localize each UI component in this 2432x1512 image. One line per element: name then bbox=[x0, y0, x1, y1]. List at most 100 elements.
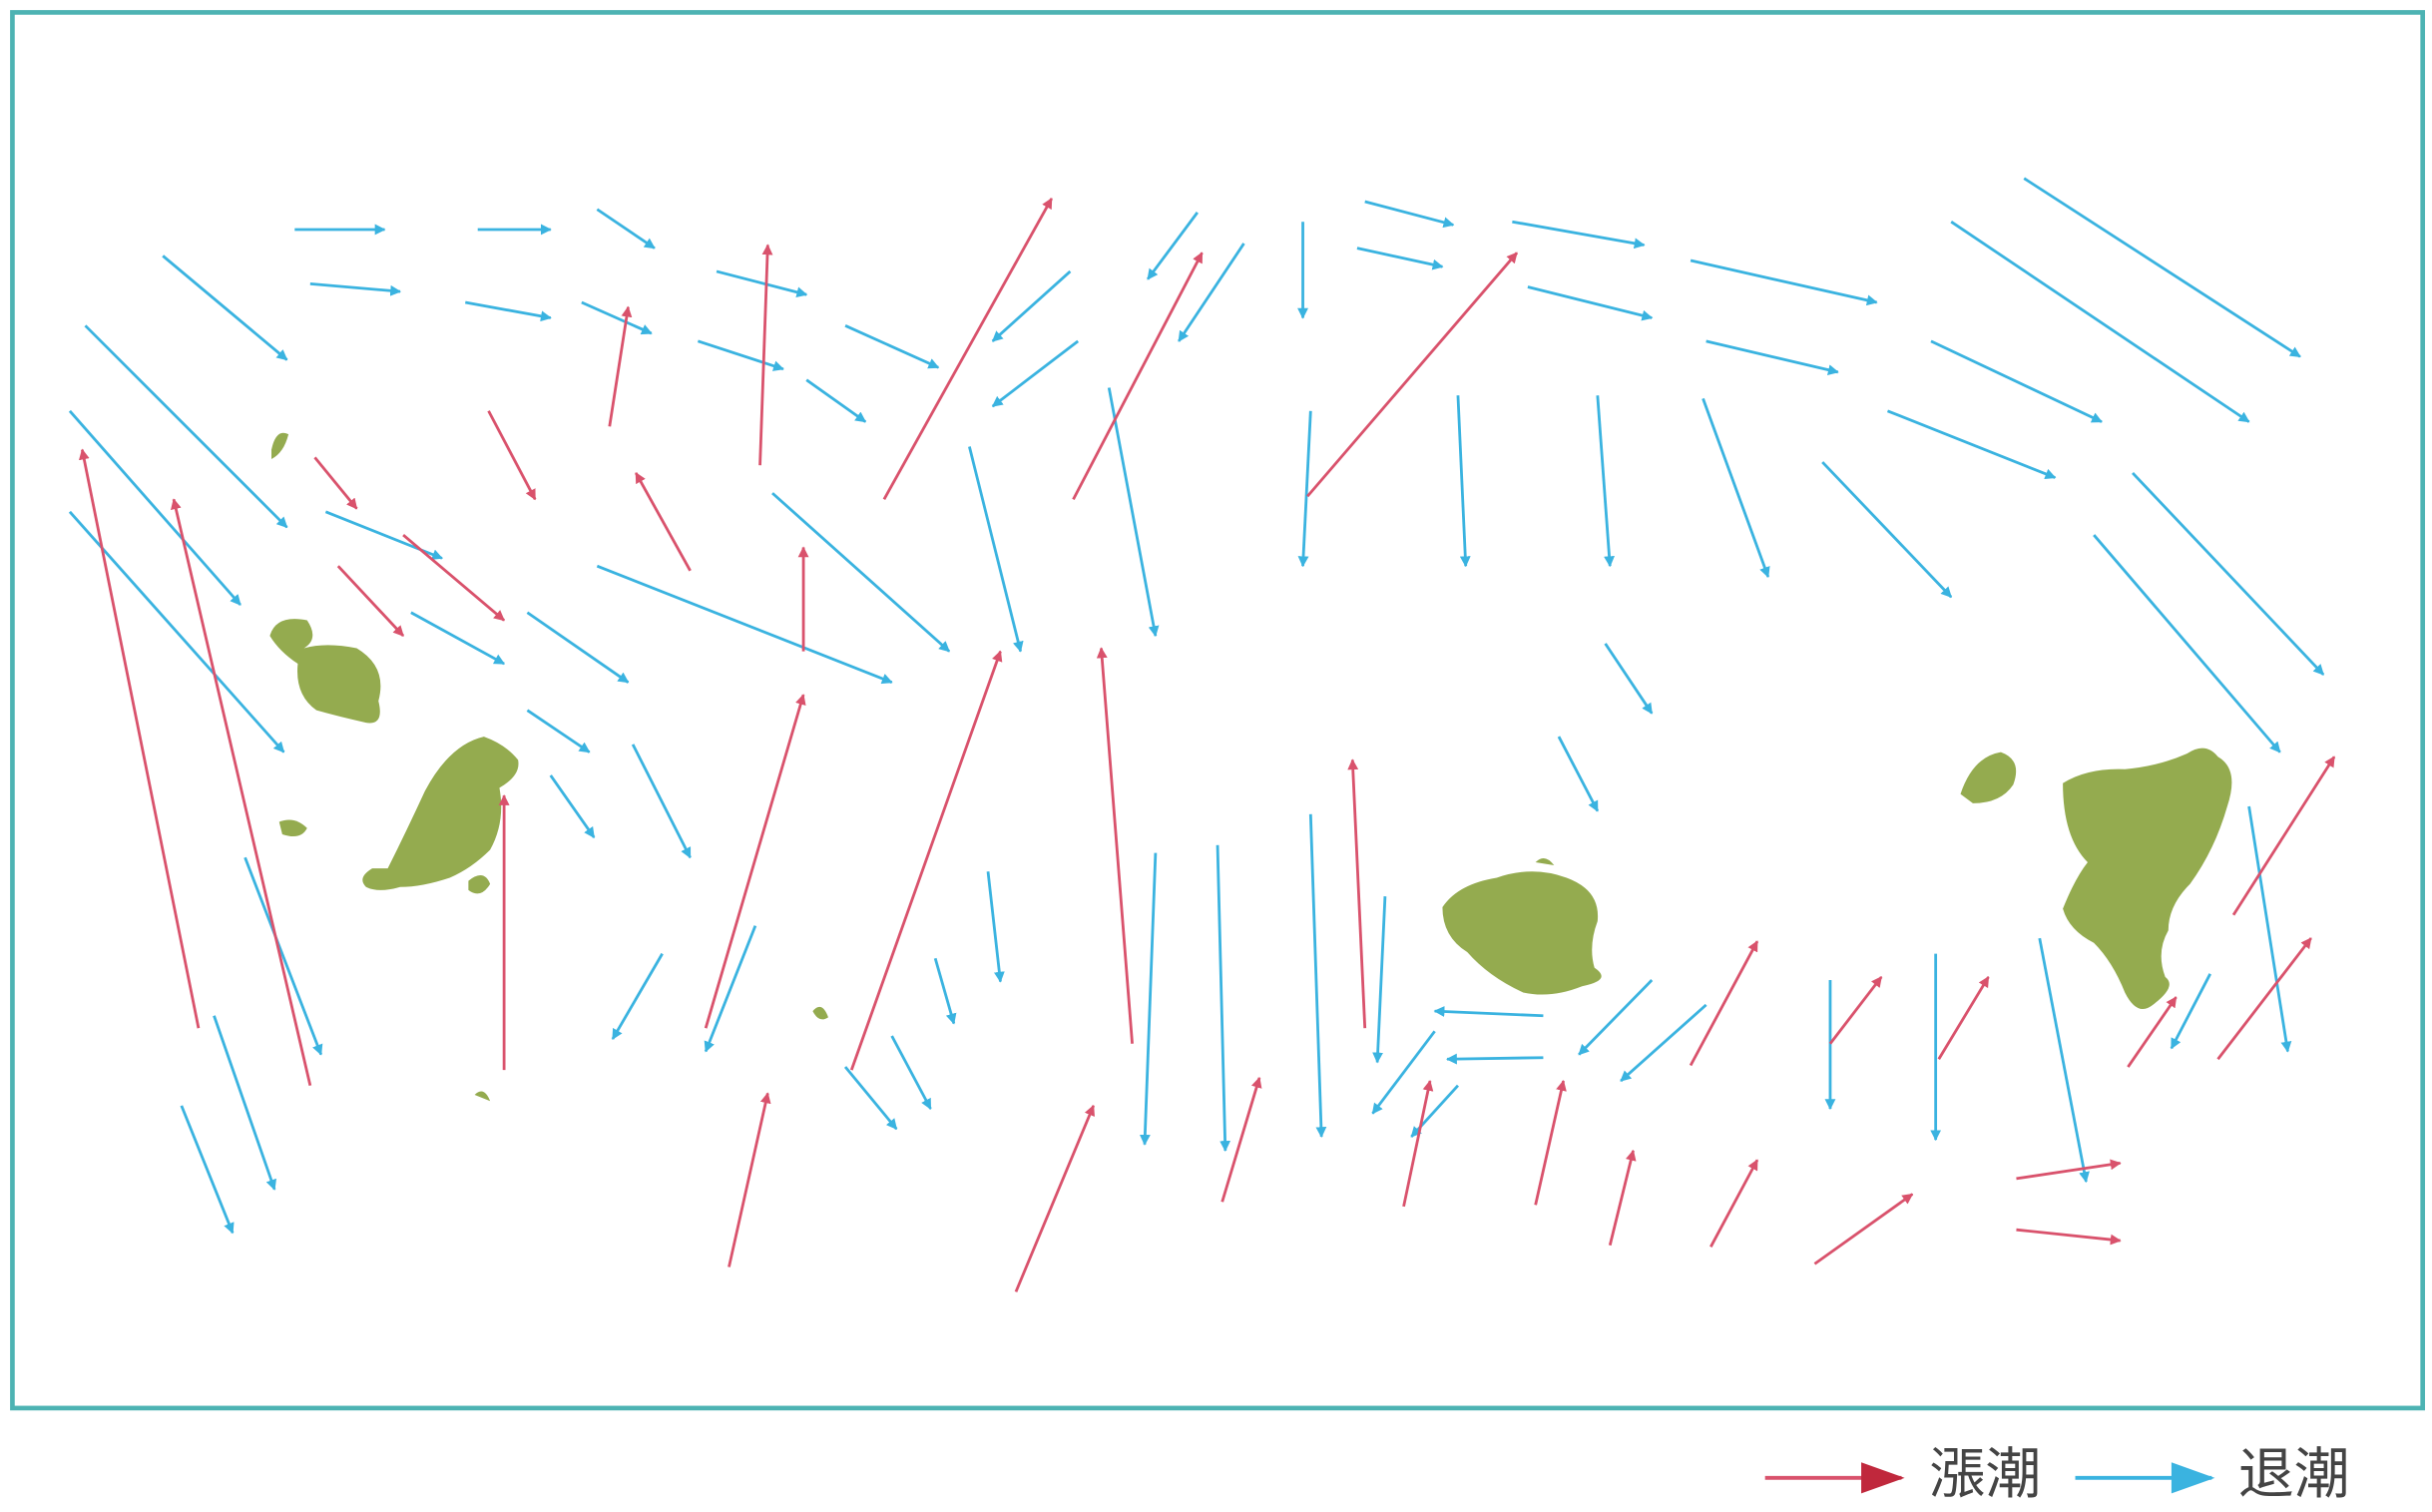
flood-arrow bbox=[849, 650, 1003, 1071]
ebb-arrow bbox=[1146, 212, 1199, 280]
islands bbox=[269, 432, 2232, 1102]
ebb-arrow bbox=[1705, 339, 1839, 375]
ebb-arrow bbox=[704, 925, 757, 1053]
flood-arrow bbox=[1347, 758, 1367, 1029]
ebb-arrow bbox=[1604, 643, 1654, 715]
flood-arrow bbox=[1306, 252, 1519, 498]
flood-arrow bbox=[1534, 1079, 1567, 1206]
island bbox=[812, 1006, 828, 1020]
flood-arrow bbox=[2216, 937, 2312, 1061]
ebb-arrow bbox=[1578, 979, 1654, 1056]
map-frame bbox=[10, 10, 2426, 1411]
ebb-arrow bbox=[68, 510, 285, 754]
ebb-arrow bbox=[2132, 471, 2325, 676]
flood-arrow bbox=[1072, 252, 1204, 500]
flood-arrow bbox=[1608, 1149, 1637, 1247]
flood-arrow bbox=[2231, 756, 2336, 916]
flood-arrow bbox=[608, 305, 633, 427]
island bbox=[1535, 857, 1555, 866]
island bbox=[269, 619, 381, 724]
island bbox=[270, 432, 289, 459]
ebb-arrow bbox=[2093, 534, 2281, 754]
ebb-arrow bbox=[1107, 387, 1160, 638]
island bbox=[362, 737, 519, 890]
ebb-arrow bbox=[526, 709, 591, 754]
legend-label: 漲潮 bbox=[1929, 1442, 2041, 1507]
ebb-arrow bbox=[526, 611, 630, 684]
flood-arrow bbox=[336, 565, 405, 638]
legend-flood-head bbox=[1861, 1462, 1905, 1494]
ebb-arrow bbox=[1372, 896, 1387, 1064]
legend-ebb-head bbox=[2171, 1462, 2215, 1494]
island bbox=[1960, 752, 2017, 803]
ebb-arrow bbox=[716, 269, 808, 298]
flood-arrow bbox=[1402, 1079, 1434, 1208]
flood-arrow bbox=[2016, 1159, 2122, 1181]
ebb-arrow bbox=[805, 378, 867, 423]
flood-arrow bbox=[313, 456, 358, 510]
ebb-arrow bbox=[991, 269, 1072, 342]
flood-arrow bbox=[1828, 976, 1883, 1045]
flood-arrow bbox=[635, 471, 692, 572]
ebb-arrow bbox=[1456, 395, 1471, 568]
ebb-arrow bbox=[549, 774, 596, 838]
island bbox=[474, 1091, 491, 1102]
ebb-arrow bbox=[581, 300, 653, 335]
ebb-arrow bbox=[243, 856, 323, 1056]
ebb-arrow bbox=[309, 281, 402, 296]
ebb-arrow bbox=[180, 1105, 235, 1235]
ebb-arrow bbox=[213, 1015, 277, 1191]
ebb-arrow bbox=[1702, 397, 1770, 579]
legend-label: 退潮 bbox=[2238, 1442, 2350, 1507]
ebb-arrow bbox=[1557, 736, 1600, 812]
island bbox=[2063, 748, 2232, 1010]
legend: 漲潮 退潮 bbox=[1764, 1442, 2350, 1507]
ebb-arrow bbox=[2247, 805, 2292, 1053]
ebb-arrow bbox=[844, 324, 940, 369]
ebb-arrow bbox=[933, 957, 957, 1025]
flood-arrow bbox=[78, 448, 201, 1029]
ebb-arrow bbox=[1356, 247, 1444, 270]
ebb-arrow bbox=[1527, 285, 1654, 321]
flood-arrow bbox=[1689, 940, 1759, 1067]
island bbox=[278, 819, 307, 837]
ebb-arrow bbox=[1886, 409, 2057, 480]
flood-arrow bbox=[1937, 975, 1990, 1060]
ebb-arrow bbox=[1950, 221, 2250, 423]
ebb-arrow bbox=[2023, 177, 2301, 358]
ebb-arrow bbox=[1690, 258, 1878, 306]
ebb-arrow bbox=[1308, 813, 1327, 1139]
flood-arrow bbox=[758, 244, 773, 466]
ebb-arrow bbox=[84, 324, 288, 529]
ebb-arrow bbox=[596, 564, 893, 685]
ebb-arrow bbox=[890, 1035, 932, 1110]
ebb-arrow bbox=[162, 254, 288, 361]
ebb-arrow bbox=[991, 339, 1080, 408]
flood-arrow bbox=[728, 1092, 771, 1267]
ebb-arrow bbox=[1596, 395, 1615, 568]
ebb-arrow bbox=[968, 446, 1024, 653]
flood-arrow bbox=[402, 534, 506, 622]
ebb-arrow bbox=[1620, 1003, 1707, 1083]
ebb-arrow bbox=[1371, 1030, 1436, 1115]
ebb-arrow bbox=[2038, 937, 2090, 1184]
ebb-arrow bbox=[465, 300, 552, 322]
ebb-arrow bbox=[1930, 339, 2103, 423]
flood-arrow bbox=[1813, 1193, 1914, 1265]
ebb-arrow bbox=[697, 339, 784, 371]
ebb-arrow bbox=[986, 871, 1005, 983]
flood-arrow bbox=[1709, 1159, 1759, 1248]
flood-arrow bbox=[704, 694, 806, 1029]
ebb-arrow bbox=[843, 1066, 898, 1131]
ebb-arrow bbox=[1297, 410, 1312, 568]
flood-arrow bbox=[2016, 1228, 2122, 1246]
island bbox=[468, 875, 491, 894]
ebb-arrow bbox=[631, 744, 692, 859]
ebb-arrow bbox=[1445, 1053, 1544, 1065]
island bbox=[1442, 871, 1602, 995]
ebb-arrow bbox=[1512, 220, 1646, 250]
ebb-arrow bbox=[2170, 973, 2211, 1050]
current-arrows bbox=[68, 177, 2336, 1292]
